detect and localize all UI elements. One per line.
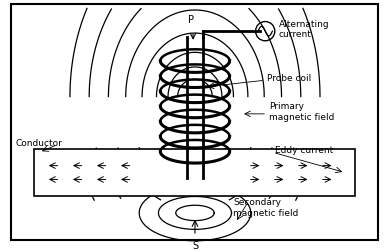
- Text: P: P: [188, 15, 194, 25]
- Text: Alternating
current: Alternating current: [279, 19, 329, 39]
- Text: Conductor: Conductor: [15, 139, 62, 148]
- Text: Probe coil: Probe coil: [267, 74, 311, 82]
- Text: S: S: [192, 240, 198, 250]
- Text: Eddy current: Eddy current: [275, 145, 333, 154]
- Text: Primary
magnetic field: Primary magnetic field: [269, 102, 335, 121]
- Bar: [34, 150, 355, 196]
- Text: Secondary
magnetic field: Secondary magnetic field: [233, 198, 299, 217]
